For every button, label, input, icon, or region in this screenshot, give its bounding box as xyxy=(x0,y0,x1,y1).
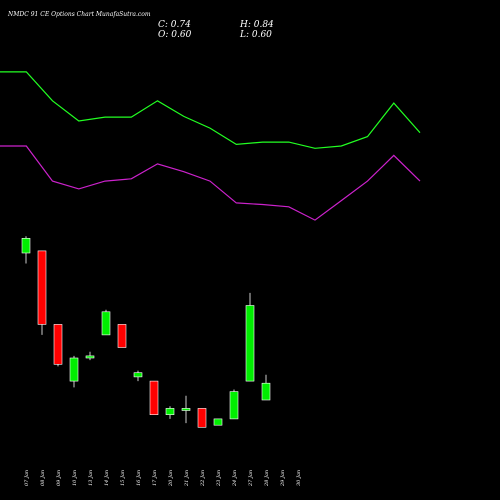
candle-body xyxy=(181,408,191,411)
x-tick-label: 13 Jan xyxy=(88,470,94,486)
candle-body xyxy=(165,408,175,415)
candle-body xyxy=(213,418,223,426)
x-tick-label: 23 Jan xyxy=(216,470,222,487)
low-label: L: 0.60 xyxy=(239,30,272,40)
candles xyxy=(21,236,271,428)
x-tick-label: 10 Jan xyxy=(72,470,78,486)
close-label: C: 0.74 xyxy=(158,20,191,30)
candle-body xyxy=(21,238,31,254)
x-tick-label: 22 Jan xyxy=(200,470,206,487)
indicator-lines xyxy=(0,71,421,221)
x-axis-ticks: 07 Jan 08 Jan 09 Jan 10 Jan 13 Jan 14 Jan 15 J… xyxy=(24,470,302,487)
indicator-line-1 xyxy=(0,71,421,149)
x-tick-label: 21 Jan xyxy=(184,470,190,487)
x-tick-label: 14 Jan xyxy=(104,470,110,486)
x-tick-label: 30 Jan xyxy=(296,470,302,486)
x-tick-label: 28 Jan xyxy=(264,470,270,487)
x-tick-label: 29 Jan xyxy=(280,470,286,487)
indicator-line-2 xyxy=(0,145,421,221)
candle-body xyxy=(261,382,271,401)
candle-body xyxy=(133,372,143,378)
high-label: H: 0.84 xyxy=(239,20,274,30)
x-tick-label: 24 Jan xyxy=(232,470,238,487)
candle-body xyxy=(69,357,79,382)
x-tick-label: 15 Jan xyxy=(120,470,126,486)
candle-body xyxy=(37,250,47,325)
x-tick-label: 20 Jan xyxy=(168,470,174,487)
candle-body xyxy=(229,391,239,420)
candle-body xyxy=(101,311,111,336)
candle-body xyxy=(53,324,63,365)
candle-body xyxy=(245,305,255,382)
open-label: O: 0.60 xyxy=(158,30,192,40)
x-tick-label: 27 Jan xyxy=(248,470,254,487)
candle-body xyxy=(85,355,95,359)
candle-body xyxy=(149,380,159,416)
x-tick-label: 07 Jan xyxy=(24,470,30,486)
x-tick-label: 16 Jan xyxy=(136,470,142,486)
chart-title: NMDC 91 CE Options Chart MunafaSutra.com xyxy=(7,11,151,18)
x-tick-label: 17 Jan xyxy=(152,470,158,486)
x-tick-label: 08 Jan xyxy=(40,470,46,486)
candle-body xyxy=(117,324,127,348)
x-tick-label: 09 Jan xyxy=(56,470,62,486)
candle-body xyxy=(197,408,207,428)
